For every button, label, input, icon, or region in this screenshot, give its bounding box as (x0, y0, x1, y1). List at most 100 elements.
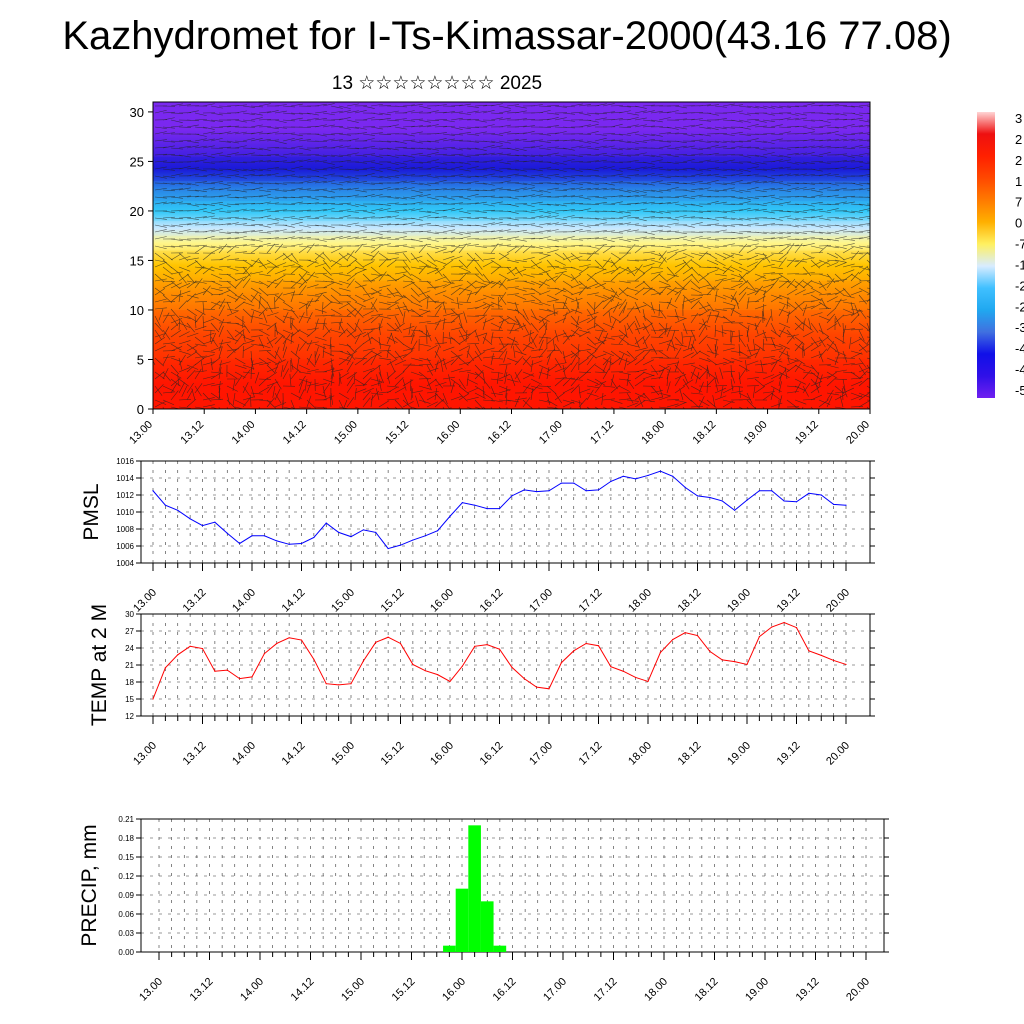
wind-barb (554, 161, 567, 165)
wind-barb (242, 181, 255, 184)
wind-barb (458, 315, 463, 328)
temp-y-tick-label: 12 (125, 712, 134, 721)
wind-barb (170, 280, 181, 289)
wind-barb (858, 322, 869, 331)
wind-barb (386, 252, 399, 255)
wind-barb (322, 385, 326, 398)
wind-barb (834, 175, 847, 179)
wind-barb (282, 334, 291, 345)
colorbar-label: 1 (1015, 174, 1022, 189)
wind-barb (722, 252, 735, 259)
wind-barb (546, 187, 559, 191)
wind-barb (842, 301, 855, 305)
wind-barb (250, 160, 263, 163)
wind-barb (642, 287, 653, 296)
colorbar-label: 0 (1015, 216, 1022, 231)
wind-barb (578, 252, 591, 255)
wind-barb (650, 273, 661, 282)
wind-barb (258, 215, 271, 219)
wind-barb (298, 112, 311, 115)
wind-barb (362, 297, 375, 303)
wind-barb (650, 224, 663, 228)
wind-barb (322, 314, 335, 317)
wind-barb (442, 259, 454, 268)
wind-barb (578, 182, 592, 184)
wind-barb (498, 278, 507, 289)
wind-barb (770, 276, 783, 282)
wind-barb (674, 175, 687, 178)
wind-barb (770, 196, 783, 201)
wind-barb (218, 273, 231, 276)
wind-barb (330, 110, 343, 114)
wind-barb (170, 294, 183, 297)
pmsl-data-point (709, 496, 711, 499)
wind-barb (306, 259, 319, 264)
wind-barb (282, 168, 295, 173)
wind-barb (658, 395, 671, 401)
wind-barb (506, 259, 519, 263)
wind-barb (474, 153, 487, 156)
wind-barb (682, 252, 695, 259)
wind-barb (802, 331, 814, 338)
wind-barb (650, 189, 663, 193)
wind-barb (354, 259, 365, 269)
wind-barb (242, 152, 255, 156)
wind-barb (306, 117, 319, 121)
wind-barb (514, 369, 523, 380)
wind-barb (498, 117, 511, 121)
wind-barb (314, 124, 327, 128)
pmsl-data-point (412, 539, 414, 541)
wind-barb (786, 258, 796, 268)
wind-barb (842, 350, 848, 363)
wind-barb (418, 357, 431, 361)
wind-barb (814, 381, 820, 394)
wind-barb (562, 301, 571, 312)
wind-barb (826, 389, 834, 401)
wind-barb (618, 353, 624, 366)
wind-barb (522, 355, 531, 366)
wind-barb (458, 385, 469, 394)
wind-barb (594, 329, 607, 332)
temp-data-point (226, 669, 228, 671)
wind-barb (810, 145, 823, 149)
wind-barb (346, 231, 359, 234)
pmsl-x-tick-label: 19.12 (775, 587, 803, 615)
wind-barb (386, 210, 399, 213)
wind-barb (186, 217, 199, 220)
wind-barb (538, 222, 551, 226)
wind-barb (738, 368, 747, 380)
wind-barb (162, 189, 175, 192)
wind-barb (826, 231, 839, 234)
wind-barb (618, 371, 631, 375)
wind-barb (586, 112, 599, 115)
wind-barb (858, 393, 870, 401)
wind-barb (682, 203, 695, 206)
wind-barb (314, 224, 327, 227)
wind-barb (674, 280, 685, 290)
wind-barb (338, 195, 351, 198)
wind-barb (482, 399, 495, 402)
wind-barb (770, 348, 783, 352)
wind-barb (730, 217, 743, 221)
wind-barb (730, 291, 737, 303)
wind-barb (706, 245, 719, 248)
wind-barb (306, 312, 313, 324)
wind-barb (506, 293, 519, 296)
wind-barb (818, 145, 831, 149)
wind-barb (706, 217, 719, 221)
wind-barb (650, 376, 663, 380)
wind-barb (610, 406, 616, 409)
wind-barb (378, 400, 390, 408)
wind-barb (562, 297, 568, 310)
pmsl-data-point (808, 492, 810, 494)
wind-barb (346, 294, 358, 303)
wind-barb (234, 104, 247, 107)
wind-barb (314, 133, 327, 137)
wind-barb (290, 369, 299, 380)
wind-barb (642, 110, 655, 114)
wind-barb (186, 382, 194, 394)
wind-barb (530, 174, 543, 177)
wind-barb (802, 304, 807, 317)
wind-barb (178, 382, 185, 394)
wind-barb (154, 201, 167, 205)
